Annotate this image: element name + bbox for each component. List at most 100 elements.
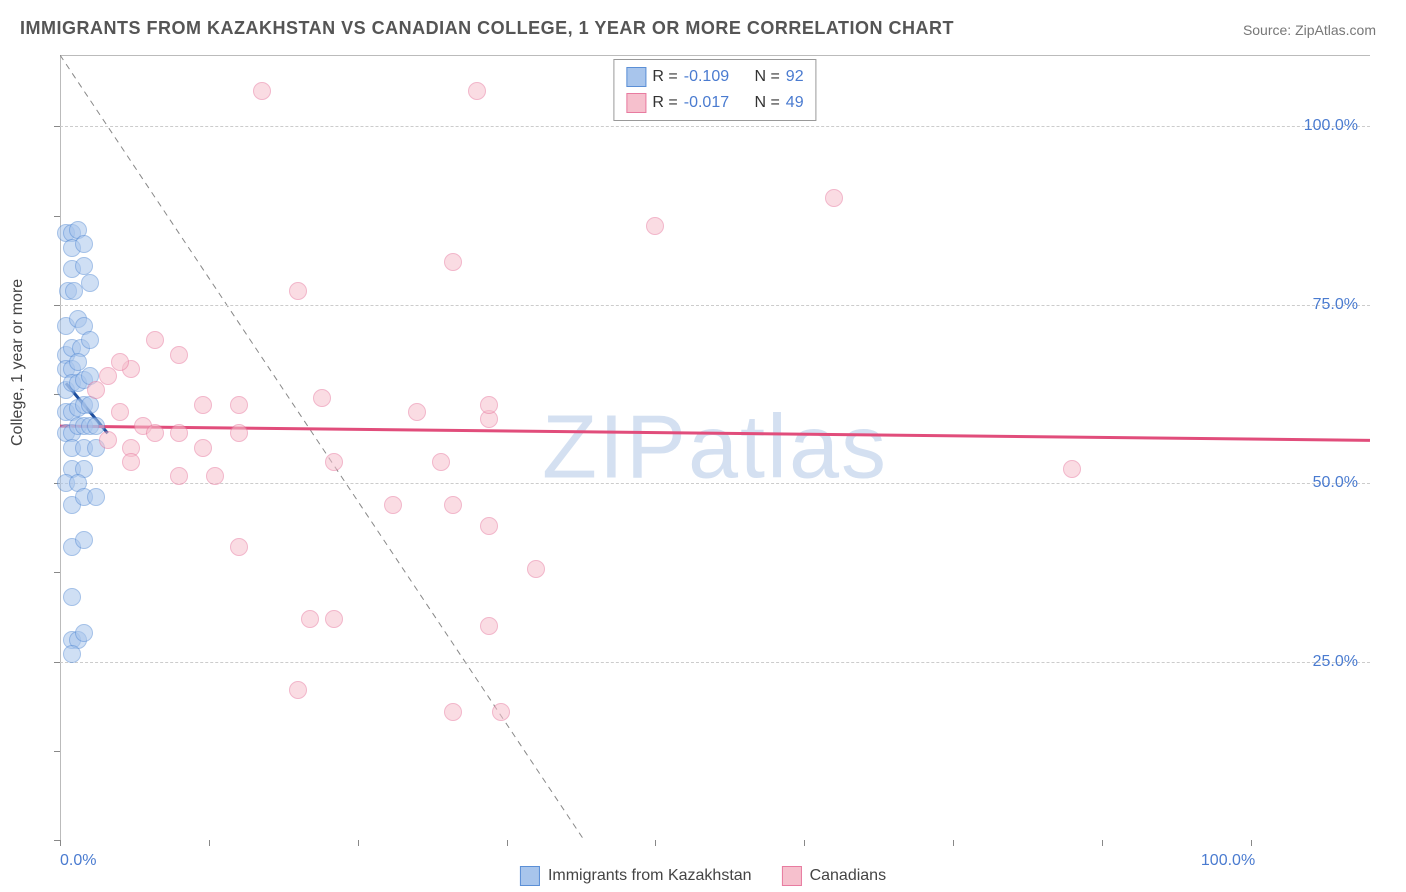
data-point bbox=[301, 610, 319, 628]
gridline-h bbox=[60, 126, 1370, 127]
data-point bbox=[81, 274, 99, 292]
data-point bbox=[99, 431, 117, 449]
y-axis-label: College, 1 year or more bbox=[9, 279, 27, 446]
data-point bbox=[75, 624, 93, 642]
n-value: 49 bbox=[786, 94, 804, 112]
scatter-plot: ZIPatlas R = -0.109 N = 92 R = -0.017 N … bbox=[60, 55, 1370, 840]
data-point bbox=[146, 331, 164, 349]
data-point bbox=[1063, 460, 1081, 478]
data-point bbox=[111, 353, 129, 371]
gridline-h bbox=[60, 662, 1370, 663]
data-point bbox=[230, 396, 248, 414]
data-point bbox=[480, 517, 498, 535]
n-value: 92 bbox=[786, 68, 804, 86]
data-point bbox=[480, 617, 498, 635]
legend-label: Canadians bbox=[810, 867, 887, 885]
y-tick-label: 50.0% bbox=[1313, 474, 1358, 492]
n-label: N = bbox=[754, 68, 779, 86]
x-tick-label: 100.0% bbox=[1201, 852, 1255, 870]
r-value: -0.017 bbox=[684, 94, 729, 112]
data-point bbox=[63, 645, 81, 663]
axis-top bbox=[60, 55, 1370, 56]
axis-left bbox=[60, 55, 61, 840]
r-value: -0.109 bbox=[684, 68, 729, 86]
n-label: N = bbox=[754, 94, 779, 112]
data-point bbox=[75, 257, 93, 275]
r-label: R = bbox=[652, 68, 677, 86]
series-swatch bbox=[626, 67, 646, 87]
data-point bbox=[289, 282, 307, 300]
data-point bbox=[194, 396, 212, 414]
stat-row: R = -0.109 N = 92 bbox=[626, 64, 803, 90]
legend: Immigrants from Kazakhstan Canadians bbox=[520, 866, 886, 886]
legend-swatch bbox=[520, 866, 540, 886]
data-point bbox=[170, 467, 188, 485]
data-point bbox=[230, 538, 248, 556]
y-tick bbox=[54, 572, 60, 573]
fit-lines bbox=[60, 55, 1370, 840]
legend-label: Immigrants from Kazakhstan bbox=[548, 867, 752, 885]
legend-swatch bbox=[782, 866, 802, 886]
data-point bbox=[646, 217, 664, 235]
data-point bbox=[480, 396, 498, 414]
y-tick bbox=[54, 126, 60, 127]
data-point bbox=[87, 488, 105, 506]
data-point bbox=[170, 424, 188, 442]
x-tick bbox=[1251, 840, 1252, 846]
source-attribution: Source: ZipAtlas.com bbox=[1243, 22, 1376, 38]
y-tick-label: 75.0% bbox=[1313, 296, 1358, 314]
y-tick-label: 100.0% bbox=[1304, 117, 1358, 135]
data-point bbox=[122, 453, 140, 471]
x-tick bbox=[953, 840, 954, 846]
correlation-stats-box: R = -0.109 N = 92 R = -0.017 N = 49 bbox=[613, 59, 816, 121]
data-point bbox=[492, 703, 510, 721]
data-point bbox=[408, 403, 426, 421]
data-point bbox=[527, 560, 545, 578]
data-point bbox=[170, 346, 188, 364]
x-tick bbox=[1102, 840, 1103, 846]
data-point bbox=[325, 453, 343, 471]
data-point bbox=[81, 331, 99, 349]
r-label: R = bbox=[652, 94, 677, 112]
x-tick bbox=[358, 840, 359, 846]
data-point bbox=[75, 235, 93, 253]
y-tick bbox=[54, 216, 60, 217]
series-swatch bbox=[626, 93, 646, 113]
data-point bbox=[253, 82, 271, 100]
data-point bbox=[468, 82, 486, 100]
x-tick-label: 0.0% bbox=[60, 852, 96, 870]
gridline-h bbox=[60, 305, 1370, 306]
data-point bbox=[825, 189, 843, 207]
y-tick bbox=[54, 751, 60, 752]
legend-item: Immigrants from Kazakhstan bbox=[520, 866, 752, 886]
data-point bbox=[384, 496, 402, 514]
data-point bbox=[87, 381, 105, 399]
x-tick bbox=[804, 840, 805, 846]
legend-item: Canadians bbox=[782, 866, 887, 886]
data-point bbox=[206, 467, 224, 485]
gridline-h bbox=[60, 483, 1370, 484]
data-point bbox=[194, 439, 212, 457]
data-point bbox=[444, 703, 462, 721]
data-point bbox=[146, 424, 164, 442]
y-tick bbox=[54, 662, 60, 663]
chart-title: IMMIGRANTS FROM KAZAKHSTAN VS CANADIAN C… bbox=[20, 18, 954, 39]
x-tick bbox=[209, 840, 210, 846]
stat-row: R = -0.017 N = 49 bbox=[626, 90, 803, 116]
y-tick bbox=[54, 305, 60, 306]
x-tick bbox=[60, 840, 61, 846]
data-point bbox=[325, 610, 343, 628]
data-point bbox=[444, 253, 462, 271]
data-point bbox=[289, 681, 307, 699]
data-point bbox=[313, 389, 331, 407]
data-point bbox=[111, 403, 129, 421]
x-tick bbox=[507, 840, 508, 846]
x-tick bbox=[655, 840, 656, 846]
data-point bbox=[75, 531, 93, 549]
source-name: ZipAtlas.com bbox=[1295, 22, 1376, 38]
data-point bbox=[432, 453, 450, 471]
y-tick-label: 25.0% bbox=[1313, 653, 1358, 671]
data-point bbox=[230, 424, 248, 442]
data-point bbox=[444, 496, 462, 514]
source-label: Source: bbox=[1243, 22, 1295, 38]
